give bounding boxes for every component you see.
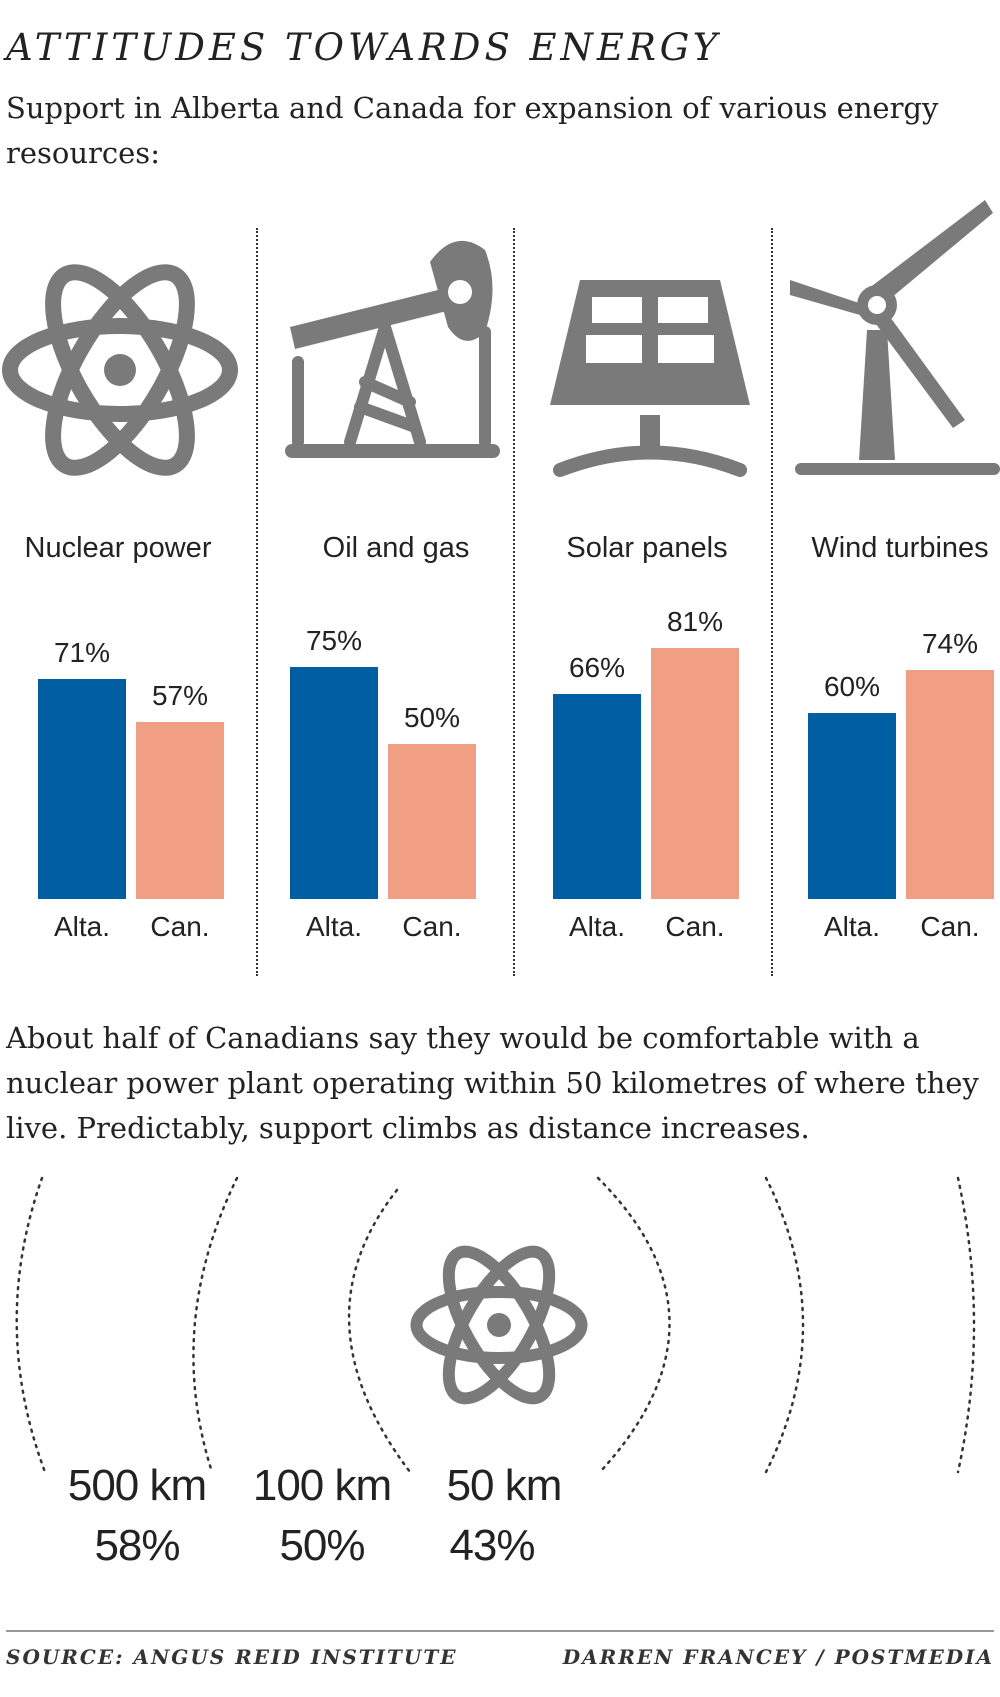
bar-alberta-3 <box>808 713 896 899</box>
distance-rings <box>15 1176 976 1474</box>
bar-canada-0 <box>136 722 224 899</box>
bar-alberta-2 <box>553 694 641 899</box>
nuclear-icon <box>2 264 238 476</box>
bar-axis-label: Alta. <box>568 911 626 942</box>
category-label-solar-panels: Solar panels <box>566 532 728 564</box>
source-credit: SOURCE: ANGUS REID INSTITUTE <box>6 1645 458 1669</box>
distance-label-500km: 500 km <box>67 1461 207 1510</box>
distance-label-50km: 50 km <box>446 1461 563 1510</box>
bar-value-label: 75% <box>305 624 363 656</box>
bar-axis-label: Can. <box>150 911 210 942</box>
bar-value-label: 57% <box>151 680 209 712</box>
author-credit: DARREN FRANCEY / POSTMEDIA <box>562 1645 994 1669</box>
bar-axis-label: Alta. <box>305 911 363 942</box>
bar-axis-label: Can. <box>665 911 725 942</box>
bar-canada-1 <box>388 744 476 899</box>
bar-value-label: 60% <box>823 671 881 702</box>
distance-label-100km: 100 km <box>252 1461 392 1510</box>
category-label-oil-and-gas: Oil and gas <box>322 532 470 564</box>
bar-alberta-0 <box>38 678 126 899</box>
bar-value-label: 71% <box>53 636 111 668</box>
bar-axis-label: Alta. <box>53 911 111 942</box>
distance-value-50km: 43% <box>449 1521 535 1570</box>
bar-axis-label: Can. <box>402 911 462 942</box>
column-divider <box>513 228 515 976</box>
footer-divider <box>6 1630 994 1632</box>
nuclear-distance-description: About half of Canadians say they would b… <box>6 1021 979 1145</box>
category-label-wind-turbines: Wind turbines <box>811 532 989 564</box>
category-label-nuclear-power: Nuclear power <box>24 532 212 564</box>
distance-value-500km: 58% <box>94 1521 180 1570</box>
chart-subtitle: Support in Alberta and Canada for expans… <box>6 91 939 170</box>
bar-axis-label: Can. <box>920 911 980 942</box>
wind-turbine-icon <box>790 200 1000 475</box>
bar-value-label: 50% <box>403 702 461 733</box>
bar-value-label: 66% <box>568 652 626 684</box>
chart-title: ATTITUDES TOWARDS ENERGY <box>6 26 722 69</box>
bar-canada-2 <box>651 647 739 899</box>
solar-panel-icon <box>550 280 750 477</box>
nuclear-icon <box>410 1245 588 1405</box>
column-divider <box>771 228 773 976</box>
bar-value-label: 74% <box>921 627 979 659</box>
bar-axis-label: Alta. <box>823 911 881 942</box>
bar-canada-3 <box>906 669 994 899</box>
distance-value-100km: 50% <box>279 1521 365 1570</box>
oil-pump-icon <box>285 240 500 458</box>
bar-alberta-1 <box>290 666 378 899</box>
bar-value-label: 81% <box>666 605 724 637</box>
column-divider <box>256 228 258 976</box>
